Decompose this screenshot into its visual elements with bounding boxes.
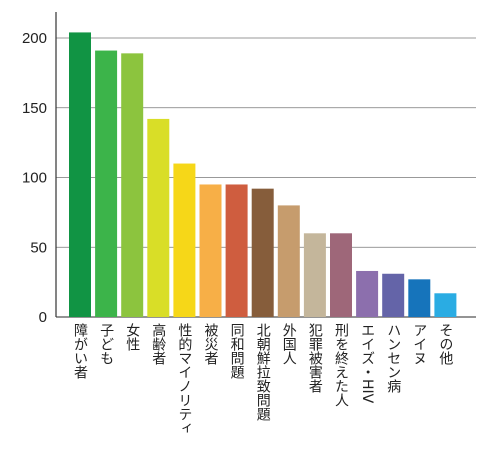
y-tick-label: 100 bbox=[22, 170, 47, 187]
x-category-label: エイズ・HIV bbox=[359, 323, 375, 404]
x-category-label: 刑を終えた人 bbox=[333, 323, 349, 407]
x-category-label: 性的マイノリティ bbox=[176, 323, 192, 435]
y-tick-label: 50 bbox=[30, 239, 47, 256]
bar bbox=[277, 205, 300, 317]
bar bbox=[356, 270, 379, 317]
bar bbox=[95, 50, 118, 318]
x-category-label: その他 bbox=[437, 323, 453, 366]
x-category-label: 北朝鮮拉致問題 bbox=[255, 323, 271, 422]
x-category-label: 同和問題 bbox=[229, 323, 245, 380]
bar bbox=[69, 32, 91, 318]
bar bbox=[382, 273, 405, 317]
y-tick-label: 150 bbox=[22, 100, 47, 117]
bar bbox=[330, 233, 352, 317]
bar bbox=[225, 184, 248, 317]
bar bbox=[434, 293, 457, 317]
bar bbox=[303, 233, 326, 317]
x-category-label: 子ども bbox=[98, 323, 114, 365]
x-category-label: ハンセン病 bbox=[385, 323, 401, 393]
x-category-label: 高齢者 bbox=[150, 322, 166, 365]
x-category-label: 女性 bbox=[124, 322, 140, 351]
x-category-label: 犯罪被害者 bbox=[307, 323, 323, 393]
x-category-label: アイヌ bbox=[411, 323, 427, 365]
y-tick-label: 200 bbox=[22, 30, 47, 47]
bars bbox=[69, 32, 457, 318]
bar bbox=[173, 163, 196, 317]
y-tick-label: 0 bbox=[39, 309, 47, 326]
bar bbox=[251, 188, 274, 317]
y-axis-tick-labels: 0 50 100 150 200 bbox=[22, 30, 47, 326]
x-category-label: 被災者 bbox=[203, 323, 219, 365]
bar bbox=[199, 184, 222, 317]
bar bbox=[147, 118, 170, 317]
x-axis-category-labels: 障がい者 子ども 女性 高齢者 性的マイノリティ 被災者 同和問題 北朝鮮拉致問題 外国人 犯罪被… bbox=[72, 322, 453, 435]
x-category-label: 外国人 bbox=[281, 323, 297, 365]
bar bbox=[408, 279, 431, 317]
bar bbox=[121, 53, 144, 317]
x-category-label: 障がい者 bbox=[72, 323, 88, 379]
